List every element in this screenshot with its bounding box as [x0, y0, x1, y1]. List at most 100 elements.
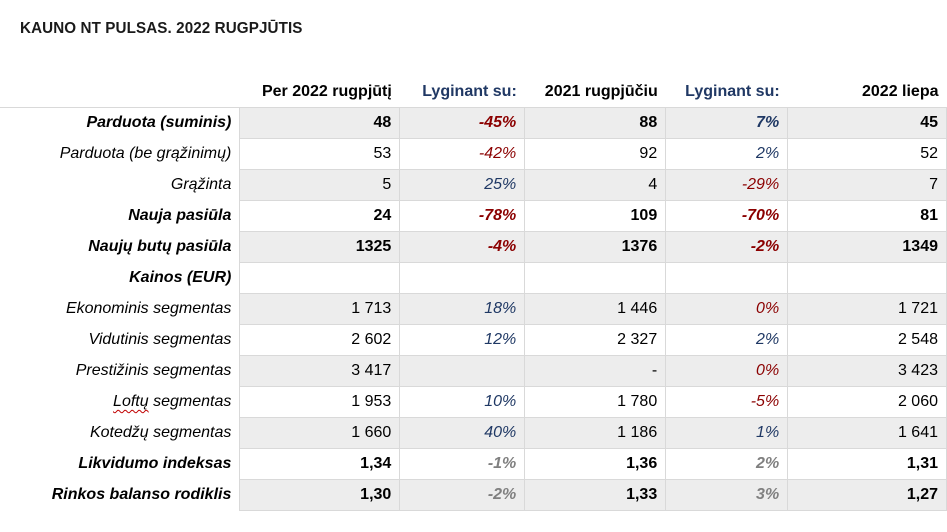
- change-vs-last-year-cell: -1%: [399, 448, 526, 480]
- value-current-cell: 1 953: [239, 386, 401, 418]
- value-current-cell: 1325: [239, 231, 401, 263]
- value-last-month-cell: 1,31: [787, 448, 947, 480]
- table-row: Kotedžų segmentas 1 660 40% 1 186 1% 1 641: [0, 417, 947, 449]
- value-last-month-cell: [787, 262, 947, 294]
- row-label: Kainos (EUR): [0, 263, 240, 294]
- table-row: Rinkos balanso rodiklis 1,30 -2% 1,33 3% 1,27: [0, 479, 947, 511]
- table-body: Parduota (suminis) 48 -45% 88 7% 45 Parduota (…: [0, 107, 947, 511]
- value-last-year-cell: [524, 262, 667, 294]
- row-label-text: Grąžinta: [170, 176, 232, 193]
- row-label: Nauja pasiūla: [0, 201, 240, 232]
- change-vs-last-month-cell: -29%: [665, 169, 789, 201]
- row-label: Parduota (suminis): [0, 108, 240, 139]
- value-current-cell: 48: [239, 107, 401, 139]
- value-current-cell: 24: [239, 200, 401, 232]
- change-vs-last-month-cell: 2%: [665, 138, 789, 170]
- report-title: KAUNO NT PULSAS. 2022 RUGPJŪTIS: [20, 20, 303, 37]
- row-label-text: Kainos (EUR): [129, 269, 232, 286]
- value-last-year-cell: 1 446: [524, 293, 667, 325]
- header-compare-1: Lyginant su:: [399, 76, 525, 108]
- row-label-text: Rinkos balanso rodiklis: [51, 486, 232, 503]
- row-label-text: Parduota (be grąžinimų): [59, 145, 232, 162]
- change-vs-last-year-cell: -45%: [399, 107, 526, 139]
- value-last-month-cell: 2 548: [787, 324, 947, 356]
- row-label: Kotedžų segmentas: [0, 418, 240, 449]
- value-last-year-cell: 4: [524, 169, 667, 201]
- change-vs-last-year-cell: [399, 262, 526, 294]
- table-row: Kainos (EUR): [0, 262, 947, 294]
- header-last-month: 2022 liepa: [787, 76, 947, 108]
- row-label: Rinkos balanso rodiklis: [0, 480, 240, 511]
- row-label-text: Nauja pasiūla: [128, 207, 232, 224]
- change-vs-last-year-cell: 25%: [399, 169, 526, 201]
- row-label-text: Vidutinis segmentas: [88, 331, 232, 348]
- table-row: Parduota (be grąžinimų) 53 -42% 92 2% 52: [0, 138, 947, 170]
- table-row: Naujų butų pasiūla 1325 -4% 1376 -2% 1349: [0, 231, 947, 263]
- change-vs-last-year-cell: 40%: [399, 417, 526, 449]
- value-last-month-cell: 1 721: [787, 293, 947, 325]
- header-last-year: 2021 rugpjūčiu: [524, 76, 666, 108]
- row-label: Parduota (be grąžinimų): [0, 139, 240, 170]
- row-label-text: Loftų segmentas: [113, 393, 232, 410]
- change-vs-last-year-cell: -2%: [399, 479, 526, 511]
- value-current-cell: 2 602: [239, 324, 401, 356]
- value-last-year-cell: 2 327: [524, 324, 667, 356]
- change-vs-last-year-cell: -42%: [399, 138, 526, 170]
- value-last-year-cell: 88: [524, 107, 667, 139]
- pulse-table: Per 2022 rugpjūtį Lyginant su: 2021 rugp…: [0, 76, 947, 511]
- change-vs-last-month-cell: 0%: [665, 355, 789, 387]
- value-last-year-cell: -: [524, 355, 667, 387]
- value-current-cell: 1 660: [239, 417, 401, 449]
- table-row: Vidutinis segmentas 2 602 12% 2 327 2% 2 548: [0, 324, 947, 356]
- value-current-cell: 5: [239, 169, 401, 201]
- value-last-year-cell: 92: [524, 138, 667, 170]
- table-row: Ekonominis segmentas 1 713 18% 1 446 0% 1 721: [0, 293, 947, 325]
- table-row: Likvidumo indeksas 1,34 -1% 1,36 2% 1,31: [0, 448, 947, 480]
- value-last-year-cell: 1 780: [524, 386, 667, 418]
- row-label: Loftų segmentas: [0, 387, 240, 418]
- change-vs-last-year-cell: [399, 355, 526, 387]
- table-row: Parduota (suminis) 48 -45% 88 7% 45: [0, 107, 947, 139]
- value-last-year-cell: 109: [524, 200, 667, 232]
- header-compare-2: Lyginant su:: [665, 76, 788, 108]
- change-vs-last-year-cell: -78%: [399, 200, 526, 232]
- row-label: Ekonominis segmentas: [0, 294, 240, 325]
- row-label-text: Prestižinis segmentas: [75, 362, 232, 379]
- header-row: Per 2022 rugpjūtį Lyginant su: 2021 rugp…: [0, 76, 947, 108]
- row-label-text: Naujų butų pasiūla: [88, 238, 232, 255]
- row-label: Vidutinis segmentas: [0, 325, 240, 356]
- value-last-month-cell: 7: [787, 169, 947, 201]
- value-last-month-cell: 2 060: [787, 386, 947, 418]
- value-current-cell: [239, 262, 401, 294]
- value-current-cell: 3 417: [239, 355, 401, 387]
- value-current-cell: 1,34: [239, 448, 401, 480]
- row-label-text: Ekonominis segmentas: [65, 300, 232, 317]
- value-last-month-cell: 81: [787, 200, 947, 232]
- value-last-year-cell: 1376: [524, 231, 667, 263]
- change-vs-last-month-cell: -2%: [665, 231, 789, 263]
- table-row: Grąžinta 5 25% 4 -29% 7: [0, 169, 947, 201]
- value-last-month-cell: 52: [787, 138, 947, 170]
- value-last-month-cell: 1349: [787, 231, 947, 263]
- change-vs-last-month-cell: -70%: [665, 200, 789, 232]
- header-empty: [0, 76, 240, 108]
- row-label-text: Parduota (suminis): [86, 114, 232, 132]
- table-row: Nauja pasiūla 24 -78% 109 -70% 81: [0, 200, 947, 232]
- row-label-text: Kotedžų segmentas: [89, 424, 232, 441]
- change-vs-last-year-cell: 18%: [399, 293, 526, 325]
- value-last-month-cell: 1 641: [787, 417, 947, 449]
- row-label: Grąžinta: [0, 170, 240, 201]
- value-last-month-cell: 3 423: [787, 355, 947, 387]
- value-last-year-cell: 1,36: [524, 448, 667, 480]
- change-vs-last-month-cell: 0%: [665, 293, 789, 325]
- change-vs-last-month-cell: 3%: [665, 479, 789, 511]
- row-label-text: Likvidumo indeksas: [78, 455, 232, 472]
- row-label: Naujų butų pasiūla: [0, 232, 240, 263]
- value-last-month-cell: 1,27: [787, 479, 947, 511]
- row-label: Prestižinis segmentas: [0, 356, 240, 387]
- row-label: Likvidumo indeksas: [0, 449, 240, 480]
- header-current-period: Per 2022 rugpjūtį: [239, 76, 400, 108]
- change-vs-last-month-cell: 2%: [665, 448, 789, 480]
- change-vs-last-month-cell: 7%: [665, 107, 789, 139]
- table-row: Prestižinis segmentas 3 417 -0% 3 423: [0, 355, 947, 387]
